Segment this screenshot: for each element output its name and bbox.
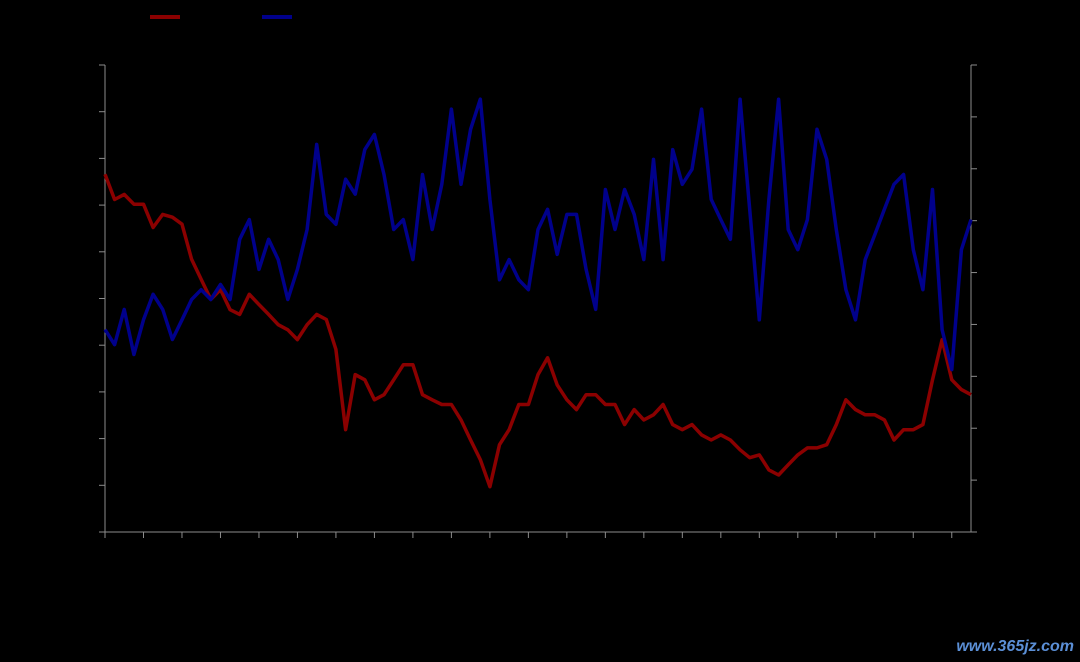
series-line (103, 97, 973, 372)
y-tick-label: 4 (88, 337, 95, 351)
x-tick-label: 88 (945, 542, 959, 556)
x-tick-label: 56 (637, 542, 651, 556)
x-tick-label: 20 (291, 542, 305, 556)
y-tick-label: 10 (82, 57, 96, 71)
x-tick-label: 48 (560, 542, 574, 556)
series-line (103, 173, 972, 489)
x-tick-label: 40 (483, 542, 497, 556)
x-tick-label: 64 (714, 542, 728, 556)
y2-tick-label: 8 (981, 109, 988, 123)
x-tick-label: 4 (140, 542, 147, 556)
x-tick-label: 24 (329, 542, 343, 556)
y-tick-label: 1 (88, 477, 95, 491)
x-tick-label: 32 (406, 542, 420, 556)
y2-tick-label: 0 (981, 524, 988, 538)
x-tick-label: 28 (368, 542, 382, 556)
y2-tick-label: 7 (981, 161, 988, 175)
x-tick-label: 84 (907, 542, 921, 556)
y2-tick-label: 5 (981, 265, 988, 279)
y2-tick-label: 2 (981, 420, 988, 434)
x-tick-label: 68 (753, 542, 767, 556)
x-tick-label: 36 (445, 542, 459, 556)
y2-tick-label: 6 (981, 213, 988, 227)
y-tick-label: 9 (88, 104, 95, 118)
y-tick-label: 8 (88, 151, 95, 165)
y-tick-label: 0 (88, 524, 95, 538)
y2-tick-label: 4 (981, 317, 988, 331)
y2-tick-label: 1 (981, 472, 988, 486)
x-tick-label: 0 (102, 542, 109, 556)
y-tick-label: 3 (88, 384, 95, 398)
y-tick-label: 5 (88, 291, 95, 305)
x-tick-label: 44 (522, 542, 536, 556)
x-tick-label: 52 (599, 542, 613, 556)
y-tick-label: 2 (88, 431, 95, 445)
x-tick-label: 72 (791, 542, 805, 556)
y2-tick-label: 3 (981, 369, 988, 383)
y2-tick-label: 9 (981, 57, 988, 71)
x-tick-label: 8 (179, 542, 186, 556)
x-tick-label: 76 (830, 542, 844, 556)
x-tick-label: 16 (252, 542, 266, 556)
x-tick-label: 60 (676, 542, 690, 556)
watermark: www.365jz.com (956, 638, 1074, 655)
y-tick-label: 6 (88, 244, 95, 258)
y-tick-label: 7 (88, 197, 95, 211)
x-tick-label: 80 (868, 542, 882, 556)
x-tick-label: 12 (214, 542, 228, 556)
